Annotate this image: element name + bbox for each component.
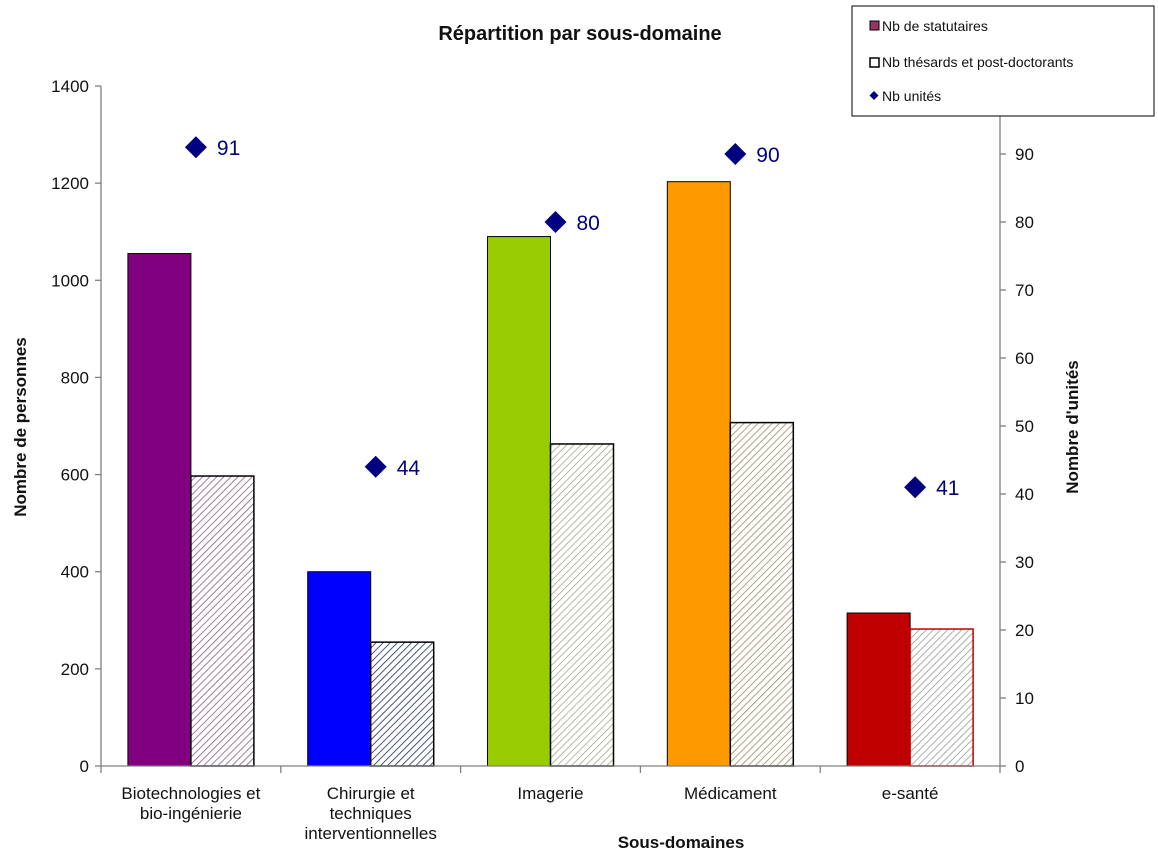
legend-label-unites: Nb unités bbox=[882, 88, 941, 104]
bars-layer bbox=[127, 181, 974, 767]
category-label: Imagerie bbox=[517, 784, 583, 803]
unit-value-label: 90 bbox=[756, 144, 779, 167]
bar-thesards bbox=[369, 641, 435, 767]
chart-title: Répartition par sous-domaine bbox=[438, 23, 721, 45]
unit-diamond-marker bbox=[544, 211, 567, 233]
category-label: interventionnelles bbox=[305, 824, 437, 843]
unit-value-label: 44 bbox=[397, 457, 421, 480]
unit-diamond-marker bbox=[724, 143, 747, 165]
y-tick-label: 200 bbox=[61, 660, 89, 679]
bar-thesards bbox=[909, 628, 974, 767]
y2-tick-label: 70 bbox=[1015, 281, 1034, 300]
y2-tick-label: 50 bbox=[1015, 417, 1034, 436]
y2-tick-label: 0 bbox=[1015, 757, 1024, 776]
unit-value-label: 91 bbox=[217, 137, 240, 160]
category-label: Chirurgie et bbox=[327, 784, 415, 803]
bar-thesards bbox=[729, 421, 795, 767]
bar-thesards bbox=[190, 475, 255, 767]
bar-statutaires bbox=[666, 181, 731, 767]
unit-diamond-marker bbox=[184, 136, 207, 159]
bar-statutaires bbox=[307, 571, 372, 767]
bar-statutaires bbox=[127, 253, 192, 767]
category-label: bio-ingénierie bbox=[140, 804, 242, 823]
y2-ticks: 0 10 20 30 40 50 60 70 80 90 bbox=[1000, 145, 1034, 776]
category-label: e-santé bbox=[882, 784, 939, 803]
unit-value-label: 41 bbox=[936, 477, 959, 500]
legend-swatch-thesards bbox=[869, 57, 880, 68]
x-axis-title: Sous-domaines bbox=[618, 833, 745, 851]
y2-tick-label: 80 bbox=[1015, 213, 1034, 232]
legend: Nb de statutaires Nb thésards et post-do… bbox=[851, 5, 1155, 117]
bar-statutaires bbox=[846, 612, 911, 767]
y-ticks: 0 200 400 600 800 1000 1200 1400 bbox=[51, 77, 101, 776]
y-tick-label: 0 bbox=[80, 757, 89, 776]
y2-tick-label: 90 bbox=[1015, 145, 1034, 164]
y2-tick-label: 60 bbox=[1015, 349, 1034, 368]
y2-tick-label: 40 bbox=[1015, 485, 1034, 504]
unit-markers: 91 44 80 90 41 bbox=[184, 136, 959, 500]
y-tick-label: 800 bbox=[61, 368, 89, 387]
legend-label-thesards: Nb thésards et post-doctorants bbox=[882, 54, 1073, 70]
bar-statutaires bbox=[487, 236, 551, 767]
y-tick-label: 600 bbox=[61, 466, 89, 485]
unit-value-label: 80 bbox=[577, 212, 600, 235]
legend-swatch-statutaires bbox=[869, 20, 880, 31]
category-label: techniques bbox=[330, 804, 412, 823]
y2-tick-label: 20 bbox=[1015, 621, 1034, 640]
bar-thesards bbox=[549, 443, 615, 767]
unit-diamond-marker bbox=[904, 476, 927, 499]
x-ticks bbox=[100, 766, 1001, 773]
y-tick-label: 400 bbox=[61, 563, 89, 582]
y-axis-title: Nombre de personnes bbox=[11, 337, 30, 517]
y2-tick-label: 10 bbox=[1015, 689, 1034, 708]
unit-diamond-marker bbox=[364, 455, 387, 478]
y-tick-label: 1200 bbox=[51, 174, 89, 193]
legend-box bbox=[851, 5, 1155, 117]
y-tick-label: 1400 bbox=[51, 77, 89, 96]
category-label: Médicament bbox=[684, 784, 777, 803]
y2-axis-title: Nombre d'unités bbox=[1063, 360, 1082, 493]
y-tick-label: 1000 bbox=[51, 271, 89, 290]
category-label: Biotechnologies et bbox=[121, 784, 260, 803]
legend-label-statutaires: Nb de statutaires bbox=[882, 18, 988, 34]
legend-diamond-icon bbox=[869, 91, 879, 100]
y2-tick-label: 30 bbox=[1015, 553, 1034, 572]
